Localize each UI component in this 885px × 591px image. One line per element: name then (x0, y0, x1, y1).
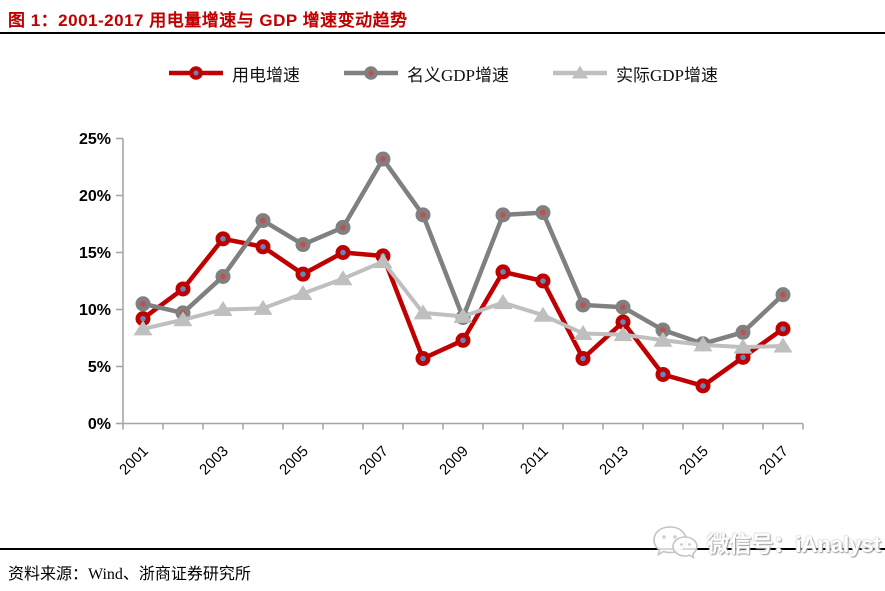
data-point-dot (780, 291, 786, 298)
legend-item-2: 实际GDP增速 (551, 61, 718, 86)
watermark: 微信号：iAnalyst (651, 521, 881, 565)
data-point-dot (460, 337, 466, 344)
data-point-dot (780, 326, 786, 332)
data-point-marker (293, 285, 313, 301)
watermark-text: 微信号：iAnalyst (707, 532, 881, 557)
data-point-marker (693, 336, 713, 352)
data-point-dot (260, 244, 266, 250)
x-tick-label: 2013 (596, 443, 632, 479)
data-point-dot (500, 212, 506, 218)
data-point-dot (140, 315, 146, 322)
data-point-marker (413, 304, 433, 320)
figure-title: 图 1：2001-2017 用电量增速与 GDP 增速变动趋势 (8, 11, 408, 30)
data-point-marker (653, 331, 673, 347)
legend-label: 用电增速 (231, 65, 300, 85)
data-point-marker (773, 337, 793, 353)
data-point-marker (613, 326, 633, 342)
footer-divider-rule (0, 548, 885, 550)
x-tick-label: 2001 (116, 443, 152, 479)
wechat-icon (653, 526, 699, 560)
data-point-dot (420, 355, 426, 362)
data-point-marker (213, 301, 233, 316)
data-point-dot (340, 224, 346, 231)
data-point-dot (220, 273, 226, 280)
data-point-dot (740, 354, 746, 361)
data-point-dot (260, 217, 266, 224)
legend-label: 名义GDP增速 (406, 65, 509, 85)
y-tick-label: 20% (79, 188, 111, 205)
data-point-marker (533, 306, 553, 322)
data-point-dot (740, 329, 746, 336)
data-point-marker (373, 253, 393, 269)
x-tick-label: 2005 (276, 443, 312, 479)
data-point-marker (573, 324, 593, 340)
legend-label: 实际GDP增速 (616, 65, 719, 85)
source-note: 资料来源：Wind、浙商证券研究所 (8, 566, 251, 583)
data-point-dot (380, 156, 386, 162)
y-tick-label: 25% (79, 131, 111, 148)
x-tick-label: 2003 (196, 443, 232, 479)
data-point-dot (220, 236, 226, 242)
data-point-dot (180, 286, 186, 292)
legend-swatch (343, 66, 398, 80)
y-tick-label: 5% (88, 359, 111, 376)
data-point-dot (620, 319, 626, 325)
data-point-dot (420, 212, 426, 218)
data-point-dot (140, 301, 146, 307)
data-point-dot (500, 269, 506, 275)
data-point-dot (660, 371, 666, 378)
data-point-dot (620, 304, 626, 311)
title-divider-rule (0, 32, 885, 34)
data-point-dot (580, 302, 586, 308)
data-point-dot (540, 278, 546, 284)
data-point-dot (580, 355, 586, 362)
x-tick-label: 2011 (517, 443, 552, 478)
data-point-marker (173, 311, 193, 327)
legend-swatch (168, 66, 223, 80)
y-tick-label: 10% (79, 302, 111, 319)
data-point-dot (700, 383, 706, 389)
legend-item-0: 用电增速 (167, 61, 300, 86)
data-point-dot (660, 327, 666, 333)
data-point-dot (340, 249, 346, 256)
data-point-marker (133, 320, 153, 336)
y-tick-label: 15% (79, 245, 111, 262)
y-tick-label: 0% (88, 416, 111, 433)
x-tick-label: 2007 (356, 443, 392, 479)
data-point-dot (300, 271, 306, 277)
data-point-marker (333, 270, 353, 286)
data-point-marker (493, 294, 513, 310)
legend-swatch (553, 65, 607, 79)
legend-item-1: 名义GDP增速 (342, 61, 509, 86)
x-tick-label: 2009 (436, 443, 472, 479)
data-point-marker (733, 338, 753, 354)
data-point-marker (453, 307, 473, 323)
data-point-marker (253, 299, 273, 315)
x-tick-label: 2015 (676, 443, 712, 479)
x-tick-label: 2017 (756, 443, 792, 479)
data-point-dot (540, 209, 546, 216)
data-point-dot (300, 241, 306, 248)
chart-legend: 用电增速 名义GDP增速 实际GDP增速 (0, 59, 885, 87)
